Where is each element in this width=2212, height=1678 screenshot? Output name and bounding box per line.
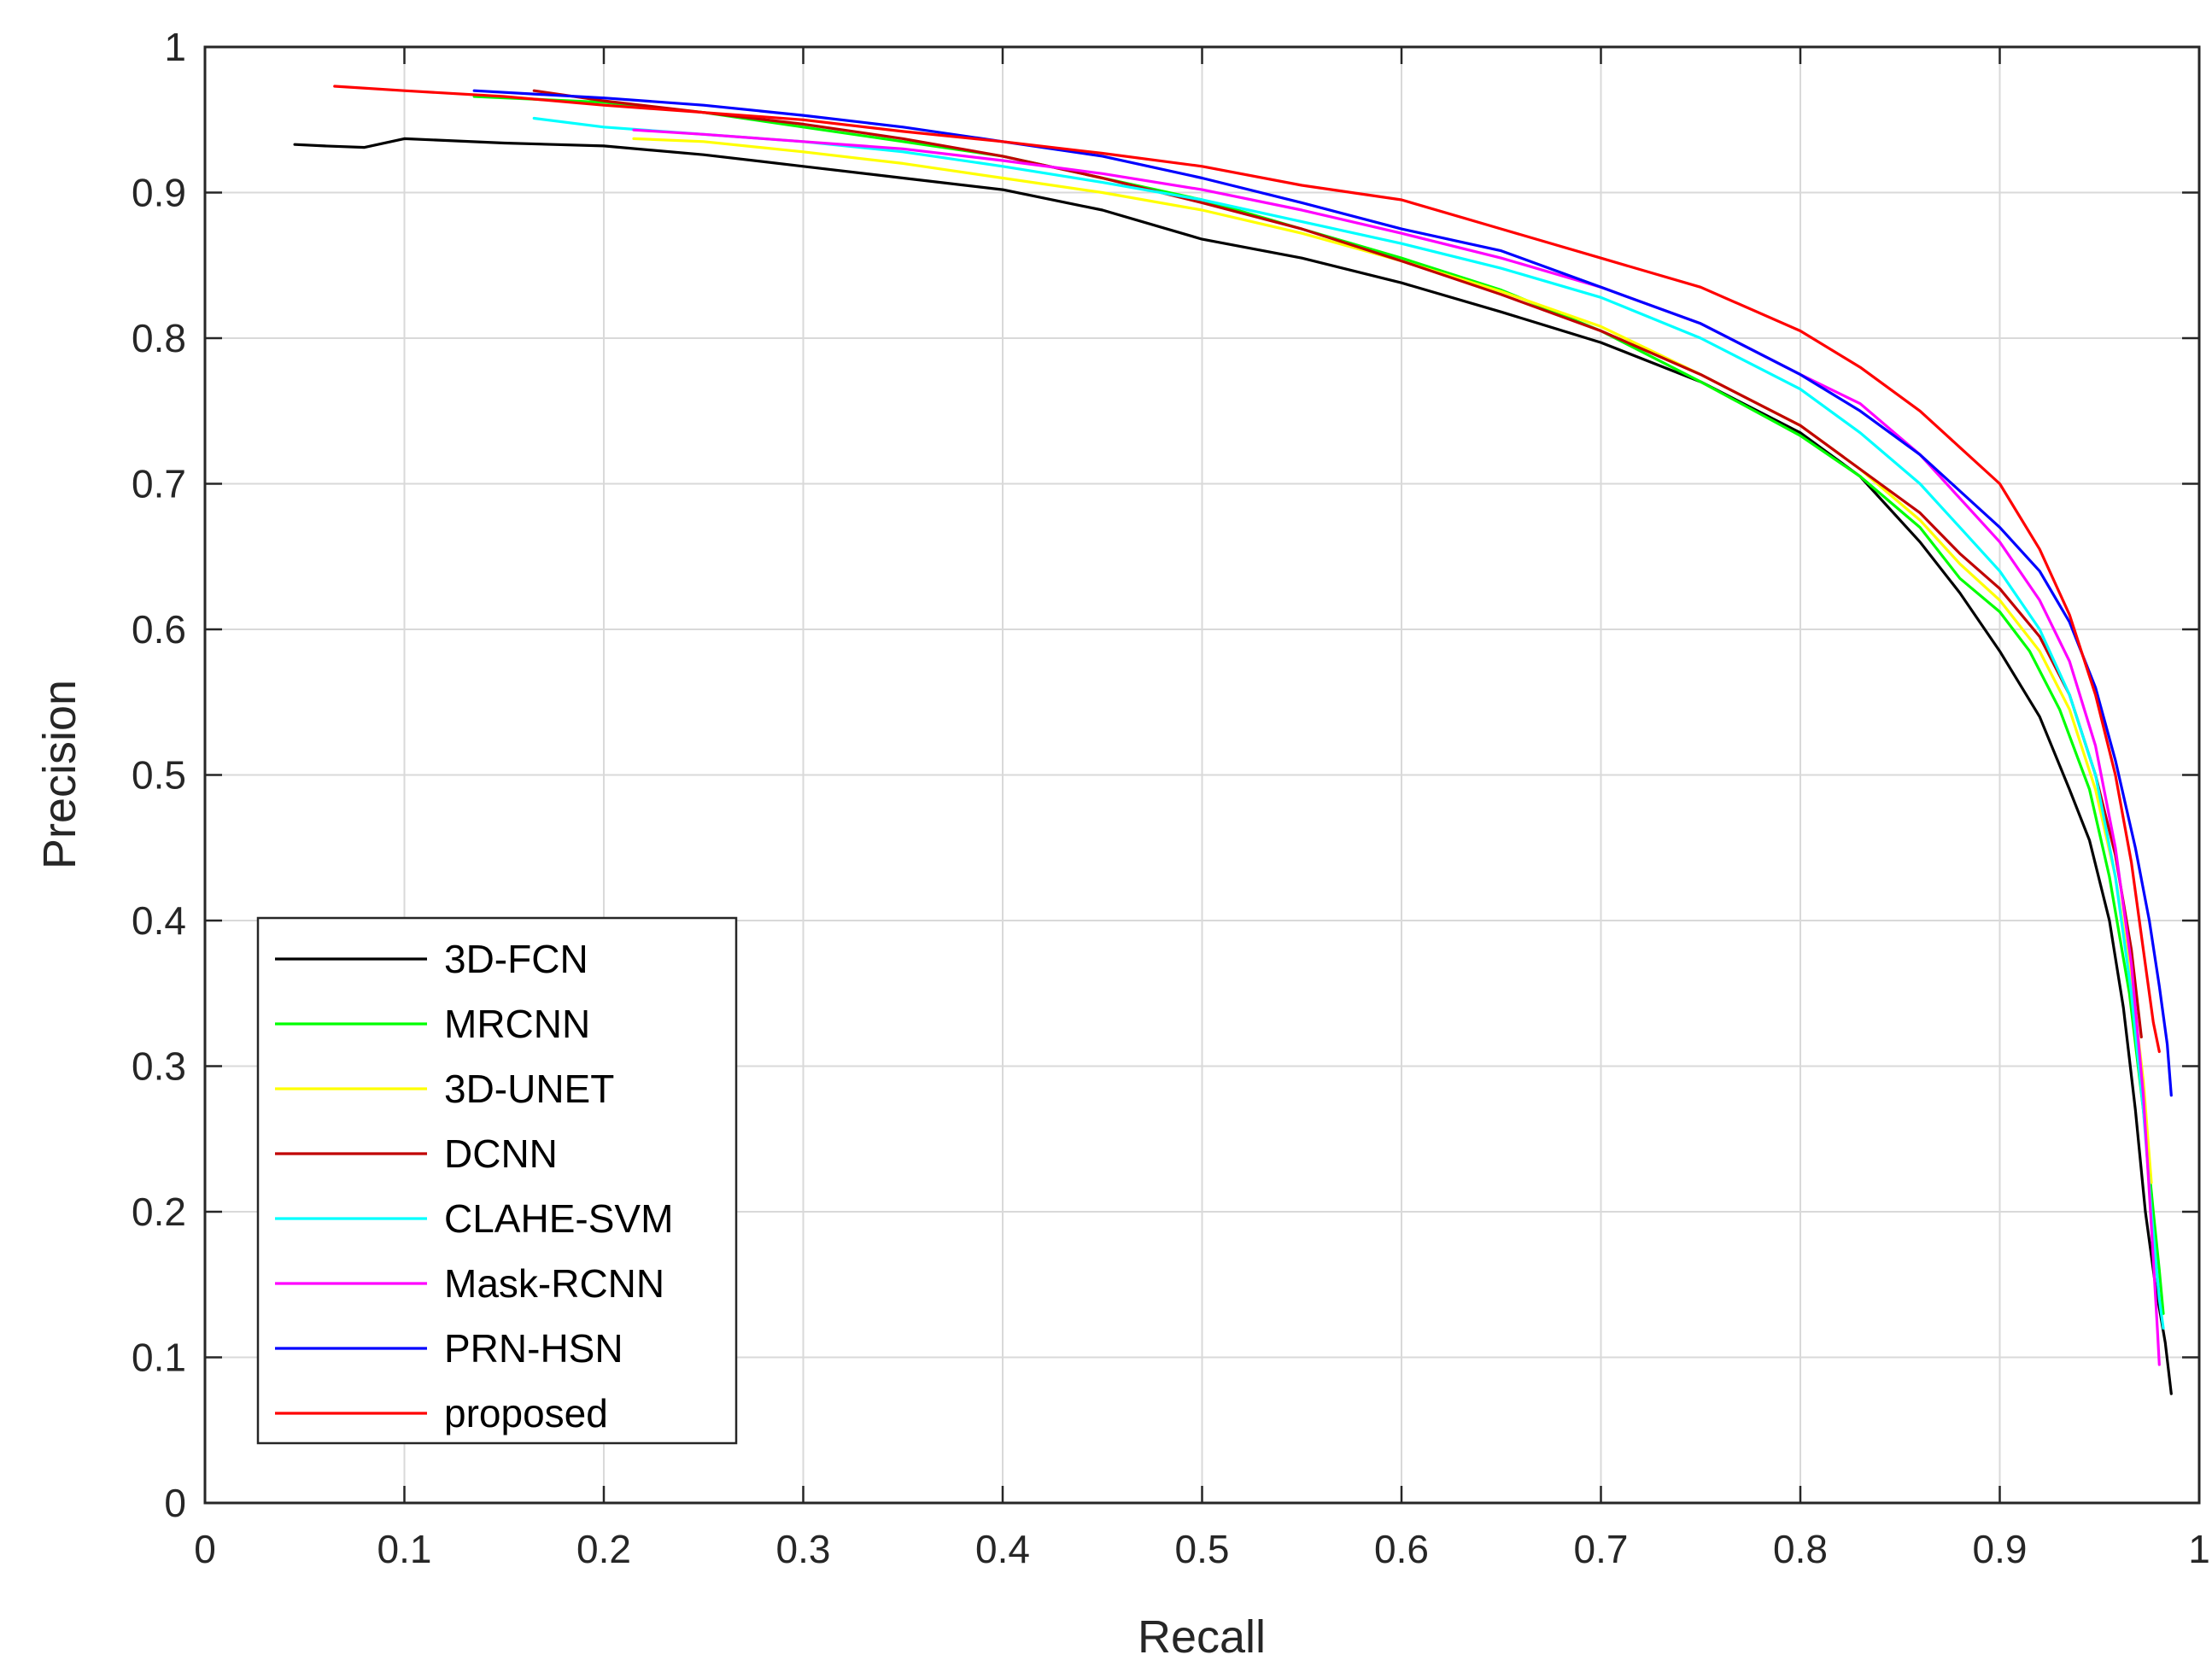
y-tick-label: 0.7 <box>132 462 186 506</box>
y-tick-labels: 0 0.1 0.2 0.3 0.4 0.5 0.6 0.7 0.8 0.9 1 <box>132 25 186 1525</box>
legend-label-prn-hsn: PRN-HSN <box>444 1326 623 1371</box>
x-tick-label: 0.2 <box>576 1527 631 1571</box>
x-tick-label: 1 <box>2188 1527 2210 1571</box>
y-tick-label: 0.4 <box>132 898 186 943</box>
x-tick-label: 0.7 <box>1574 1527 1629 1571</box>
y-tick-label: 0.9 <box>132 171 186 215</box>
x-tick-label: 0.3 <box>776 1527 831 1571</box>
x-tick-label: 0.4 <box>975 1527 1030 1571</box>
y-tick-label: 0.8 <box>132 316 186 360</box>
series-line-proposed <box>333 85 2161 1054</box>
y-tick-label: 0.1 <box>132 1336 186 1380</box>
series-line-prn-hsn <box>472 89 2173 1097</box>
x-tick-label: 0.6 <box>1374 1527 1429 1571</box>
axis-ticks <box>203 45 2201 1505</box>
legend-label-3d-fcn: 3D-FCN <box>444 937 588 981</box>
x-tick-label: 0 <box>194 1527 216 1571</box>
legend-box <box>256 916 738 1445</box>
legend-label-3d-unet: 3D-UNET <box>444 1067 614 1111</box>
x-tick-label: 0.5 <box>1175 1527 1230 1571</box>
legend: 3D-FCN MRCNN 3D-UNET DCNN CLAHE-SVM Mask-RCNN… <box>256 916 738 1445</box>
series-line-mask-rcnn <box>632 128 2161 1366</box>
series-layer <box>293 85 2173 1395</box>
x-tick-label: 0.8 <box>1773 1527 1828 1571</box>
y-tick-label: 1 <box>164 25 186 69</box>
y-tick-label: 0 <box>164 1481 186 1525</box>
x-axis-label: Recall <box>1138 1611 1266 1663</box>
legend-label-clahe-svm: CLAHE-SVM <box>444 1196 673 1241</box>
y-tick-label: 0.2 <box>132 1190 186 1234</box>
legend-label-dcnn: DCNN <box>444 1131 558 1176</box>
y-tick-label: 0.3 <box>132 1044 186 1089</box>
legend-label-proposed: proposed <box>444 1391 608 1435</box>
y-axis-label: Precision <box>34 680 85 869</box>
x-tick-label: 0.1 <box>377 1527 432 1571</box>
legend-label-mask-rcnn: Mask-RCNN <box>444 1261 664 1306</box>
y-tick-label: 0.5 <box>132 753 186 798</box>
x-tick-label: 0.9 <box>1973 1527 2028 1571</box>
series-line-clahe-svm <box>532 116 2165 1330</box>
legend-label-mrcnn: MRCNN <box>444 1002 590 1046</box>
y-tick-label: 0.6 <box>132 607 186 652</box>
series-line-3d-fcn <box>293 137 2173 1395</box>
series-line-mrcnn <box>472 95 2165 1315</box>
x-tick-labels: 0 0.1 0.2 0.3 0.4 0.5 0.6 0.7 0.8 0.9 1 <box>194 1527 2210 1571</box>
